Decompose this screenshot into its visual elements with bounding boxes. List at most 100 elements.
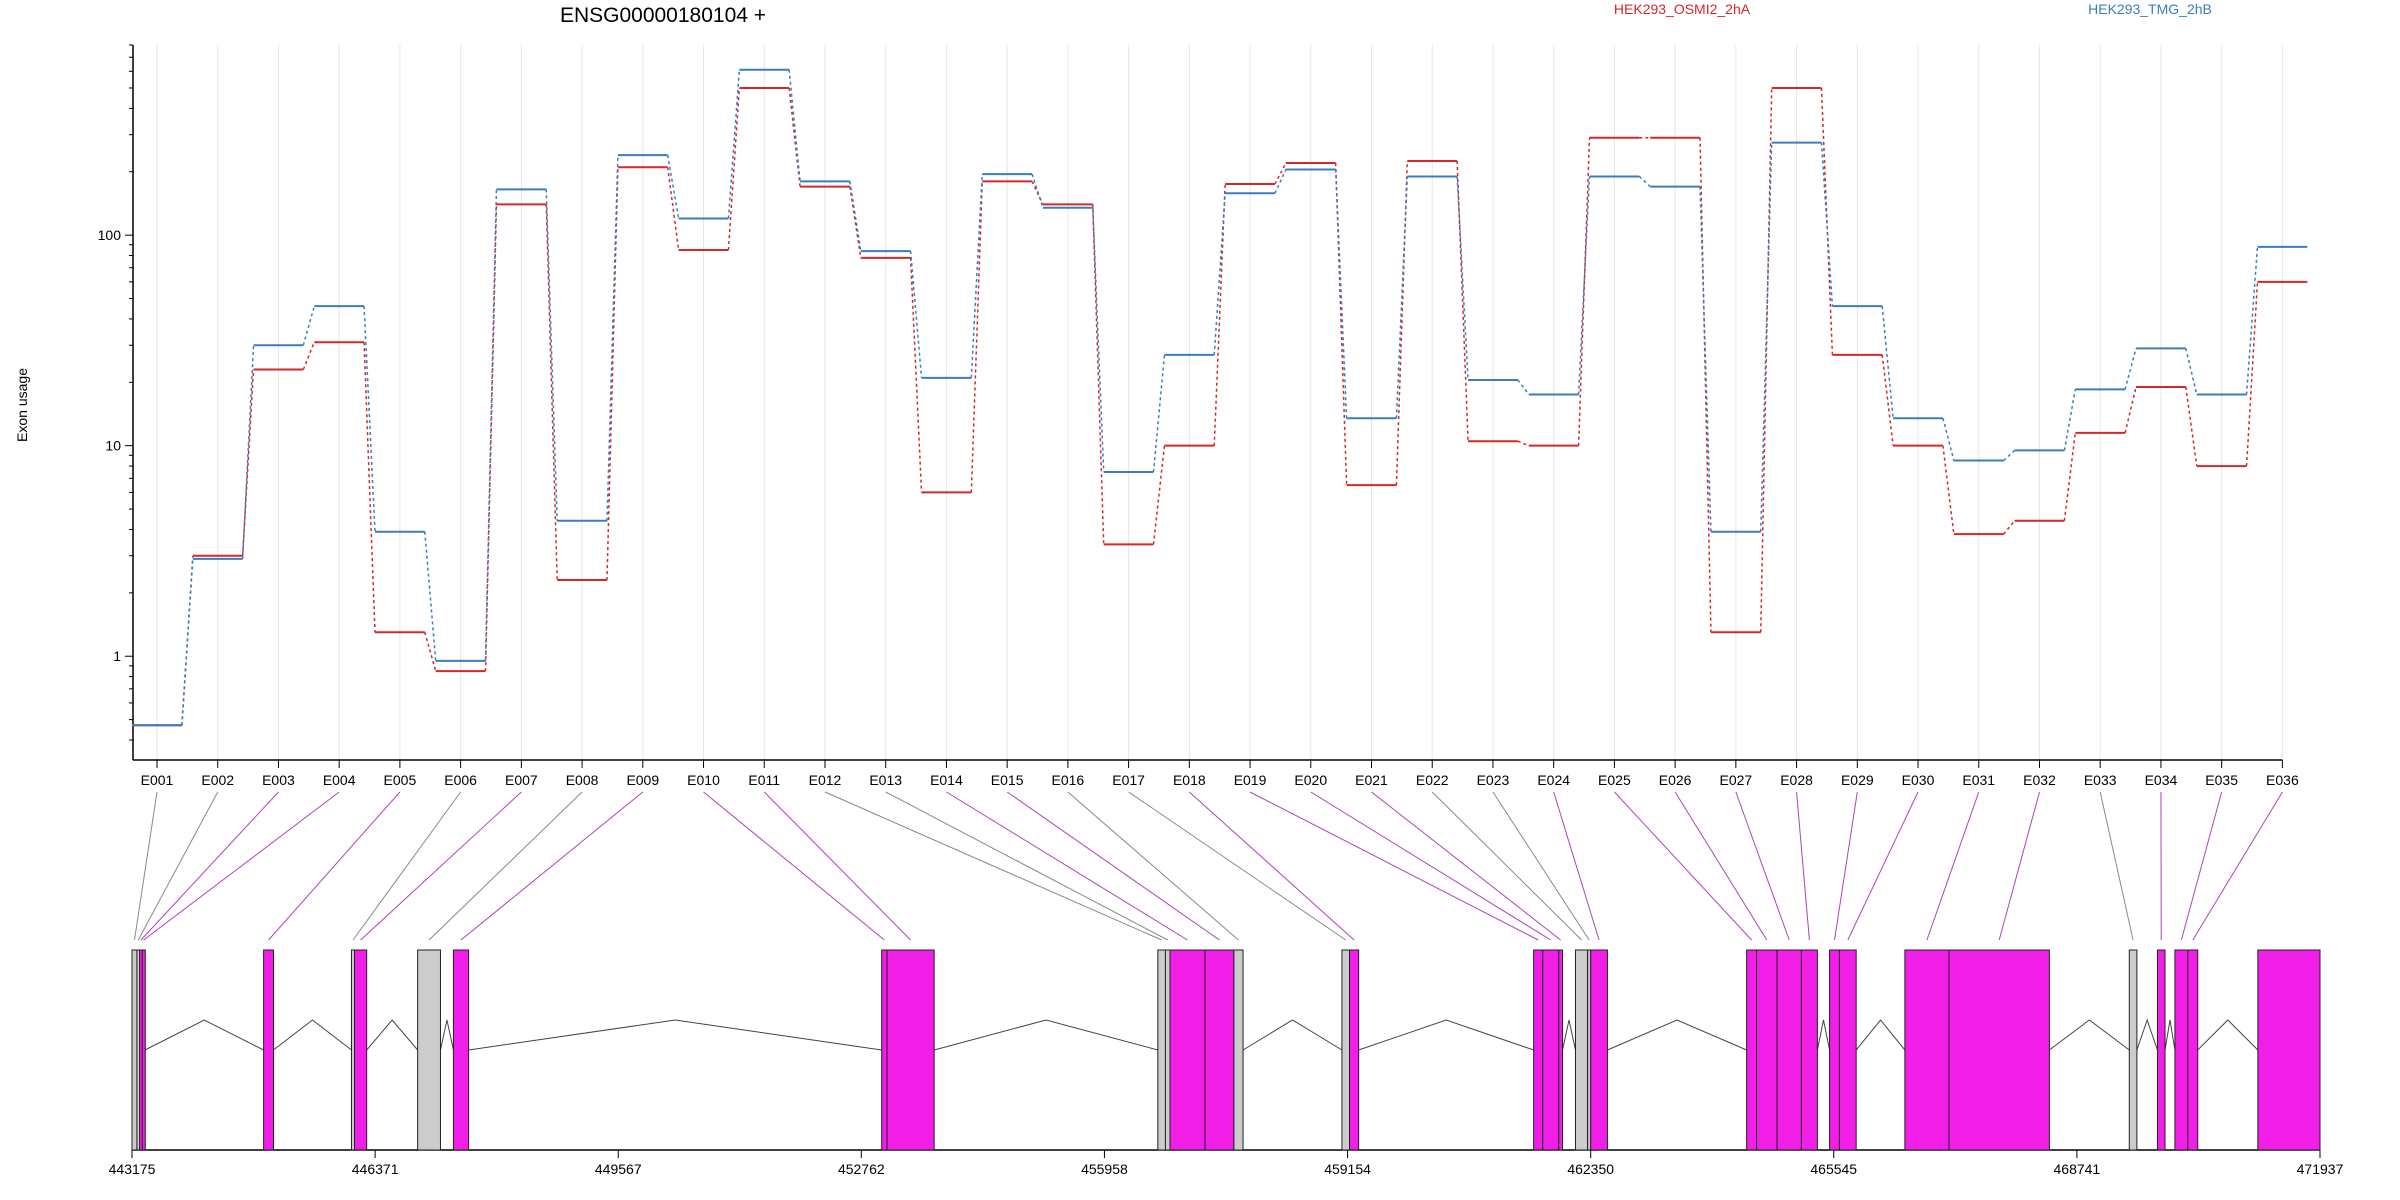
y-axis-label: Exon usage [14,368,30,442]
exon-connector [1998,791,2040,941]
exon-connector [1310,791,1552,941]
series-connector [1274,169,1287,194]
series-connector [606,167,619,581]
exon-block [1948,949,2050,1151]
x-tick-label: E036 [2266,772,2299,788]
x-tick-label: E002 [201,772,234,788]
gene-axis-tick-label: 446371 [352,1161,399,1177]
x-tick-label: E006 [444,772,477,788]
x-tick-label: E011 [748,772,780,788]
x-tick-label: E032 [2023,772,2056,788]
x-tick-label: E025 [1598,772,1631,788]
series-connector [1699,137,1712,633]
exon-block [131,949,138,1151]
series-connector [909,251,923,378]
series-connector [1213,193,1226,355]
x-tick-label: E026 [1659,772,1692,788]
x-tick-label: E003 [262,772,295,788]
exon-connector [1926,791,1980,941]
exon-block [1574,949,1589,1151]
series-connector [1031,173,1044,208]
exon-connector [1735,791,1790,941]
intron-line [2049,1019,2130,1051]
intron-line [1562,1019,1576,1051]
exon-connector [1067,791,1239,941]
exon-connector [137,791,219,941]
series-connector [1760,87,1773,633]
exon-block [1829,949,1840,1151]
exon-connector [885,791,1168,941]
x-tick-label: E031 [1962,772,1995,788]
exon-connector [360,791,522,941]
x-tick-label: E016 [1052,772,1085,788]
series-connector [1517,379,1530,395]
series-connector [302,341,315,370]
exon-block [2187,949,2199,1151]
x-tick-label: E007 [505,772,538,788]
series-1 [132,86,2308,727]
series-connector [241,369,255,556]
intron-line [2164,1019,2176,1051]
x-tick-label: E030 [1902,772,1935,788]
series-connector [424,531,437,661]
intron-line [1358,1019,1534,1051]
exon-connector [1553,791,1600,941]
series-connector [1820,142,1834,307]
exon-connector [824,791,1162,941]
exon-connector [460,791,644,941]
intron-line [366,1019,419,1051]
series-connector [1213,183,1226,446]
series-connector [2063,389,2077,451]
intron-line [468,1019,882,1051]
series-connector [181,558,194,726]
series-connector [1092,207,1105,473]
exon-connector [1006,791,1220,941]
exon-connector [2099,791,2134,941]
exon-block [881,949,888,1151]
exon-connector [763,791,911,941]
exon-block [1341,949,1351,1151]
series-connector [1699,186,1712,532]
series-connector [727,87,741,251]
intron-line [1855,1019,1906,1051]
exon-block [1756,949,1778,1151]
gene-axis-tick-label: 462350 [1567,1161,1614,1177]
exon-connector [352,791,462,941]
series-connector [363,342,376,633]
gene-model: 443175 446371 449567 452762 455958 459154 4623… [109,791,2344,1177]
intron-line [439,1019,454,1051]
series-connector [424,632,437,672]
exon-connector [1796,791,1810,941]
series-connector [606,155,619,521]
exon-block [2174,949,2189,1151]
exon-connector [428,791,583,941]
exon-block [1349,949,1360,1151]
x-tick-label: E019 [1234,772,1267,788]
series-connector [849,186,862,258]
exon-block [354,949,368,1151]
series-connector [2124,386,2137,434]
x-tick-label: E014 [930,772,963,788]
gene-axis-tick-label: 468741 [2054,1161,2101,1177]
y-tick-label: 10 [105,438,121,454]
exon-connector [1674,791,1768,941]
plot-area: 1 10 100 E001 E002 E003 E004 E005 E006 E007 E008 E0… [98,44,2308,788]
series-connector [727,69,741,219]
gene-axis-tick-label: 455958 [1081,1161,1128,1177]
gene-axis-tick-label: 443175 [109,1161,156,1177]
gene-axis-tick-label: 465545 [1810,1161,1857,1177]
series-connector [788,69,801,182]
series-connector [2003,520,2016,535]
series-connector [484,189,498,661]
exon-block [2257,949,2321,1151]
exon-block [1800,949,1818,1151]
series-connector [1517,440,1530,447]
x-tick-label: E012 [809,772,842,788]
x-tick-label: E008 [566,772,599,788]
series-connector [363,306,376,532]
series-connector [1638,175,1651,188]
exon-connector [2192,791,2283,941]
series-connector [2185,386,2198,467]
exon-block [1164,949,1171,1151]
gene-axis-tick-label: 471937 [2297,1161,2344,1177]
